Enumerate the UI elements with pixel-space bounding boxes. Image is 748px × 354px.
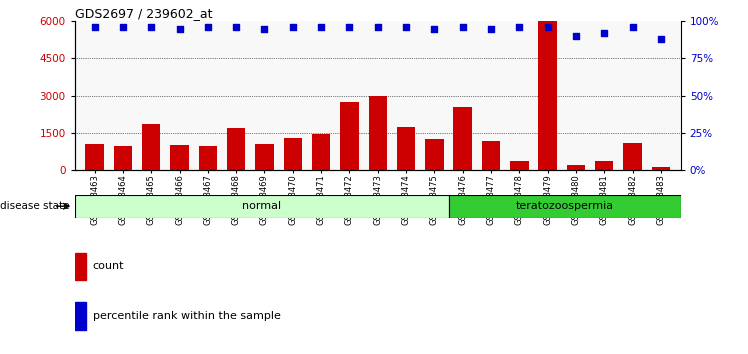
Bar [539, 21, 557, 170]
Point [230, 24, 242, 30]
Point [343, 24, 355, 30]
Bar [75, 253, 86, 280]
Bar [453, 107, 472, 170]
Point [542, 24, 554, 30]
Point [286, 24, 298, 30]
Bar [449, 195, 681, 218]
Bar [567, 165, 585, 170]
Point [372, 24, 384, 30]
Bar [510, 161, 529, 170]
Text: percentile rank within the sample: percentile rank within the sample [93, 311, 280, 321]
Point [457, 24, 469, 30]
Bar [623, 143, 642, 170]
Bar [255, 144, 274, 170]
Point [202, 24, 214, 30]
Bar [75, 195, 449, 218]
Point [429, 26, 441, 32]
Bar [199, 146, 217, 170]
Bar [425, 139, 444, 170]
Point [655, 36, 667, 42]
Point [598, 30, 610, 36]
Point [513, 24, 525, 30]
Text: teratozoospermia: teratozoospermia [515, 201, 613, 211]
Text: count: count [93, 262, 124, 272]
Bar [595, 161, 613, 170]
Point [145, 24, 157, 30]
Text: GDS2697 / 239602_at: GDS2697 / 239602_at [75, 7, 212, 20]
Point [88, 24, 100, 30]
Bar [283, 138, 302, 170]
Bar [369, 96, 387, 170]
Bar [227, 128, 245, 170]
Bar [142, 124, 160, 170]
Point [400, 24, 412, 30]
Bar [171, 145, 188, 170]
Point [117, 24, 129, 30]
Bar [114, 145, 132, 170]
Point [570, 33, 582, 39]
Point [485, 26, 497, 32]
Bar [85, 144, 104, 170]
Point [259, 26, 271, 32]
Point [627, 24, 639, 30]
Bar [75, 302, 86, 330]
Bar [312, 134, 331, 170]
Point [315, 24, 327, 30]
Point [174, 26, 186, 32]
Bar [340, 102, 358, 170]
Bar [652, 167, 670, 170]
Text: disease state: disease state [0, 201, 70, 211]
Bar [397, 127, 415, 170]
Text: normal: normal [242, 201, 281, 211]
Bar [482, 141, 500, 170]
